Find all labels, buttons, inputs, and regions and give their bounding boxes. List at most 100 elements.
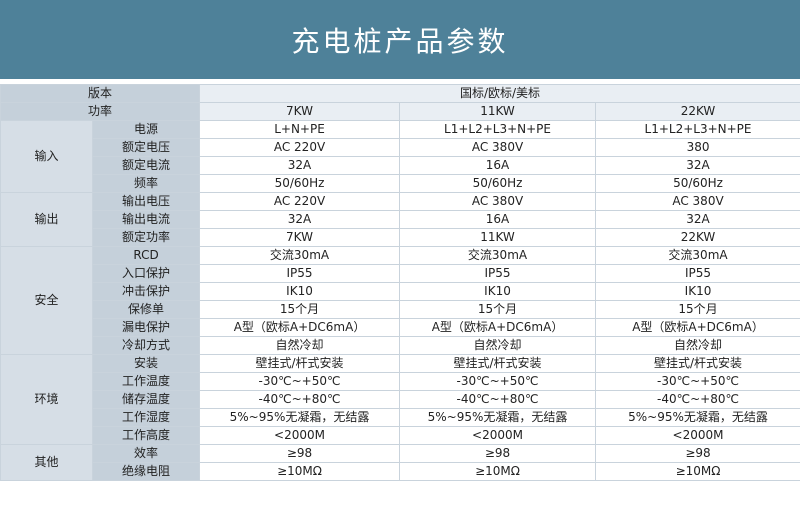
spec-row: 额定电流 32A 16A 32A (1, 156, 800, 175)
param-value: L1+L2+L3+N+PE (595, 120, 800, 139)
param-value: -30℃~+50℃ (399, 372, 597, 391)
spec-row: 其他 效率 ≥98 ≥98 ≥98 (0, 444, 800, 481)
param-value: ≥98 (399, 444, 597, 463)
param-label: 入口保护 (91, 264, 201, 283)
param-value: 50/60Hz (199, 174, 401, 193)
param-value: ≥98 (199, 444, 401, 463)
param-value: AC 220V (199, 138, 401, 157)
param-label: 保修单 (91, 300, 201, 319)
spec-row: 入口保护 IP55 IP55 IP55 (1, 264, 800, 283)
param-value: 5%~95%无凝霜，无结露 (399, 408, 597, 427)
param-value: -30℃~+50℃ (595, 372, 800, 391)
param-value: ≥10MΩ (199, 462, 401, 481)
param-label: 输出电压 (91, 192, 201, 211)
spec-row: 工作湿度 5%~95%无凝霜，无结露 5%~95%无凝霜，无结露 5%~95%无凝霜，… (1, 408, 800, 427)
param-value: L+N+PE (199, 120, 401, 139)
spec-row: 输出 输出电压 AC 220V AC 380V AC 380V (0, 192, 800, 247)
group-label: 环境 (0, 354, 93, 445)
power-value: 7KW (199, 102, 401, 121)
param-label: 工作湿度 (91, 408, 201, 427)
param-value: 7KW (199, 228, 401, 247)
param-value: A型（欧标A+DC6mA） (199, 318, 401, 337)
version-value: 国标/欧标/美标 (199, 84, 800, 103)
param-value: -30℃~+50℃ (199, 372, 401, 391)
spec-row: 额定电压 AC 220V AC 380V 380 (1, 138, 800, 157)
spec-row: 输入 电源 L+N+PE L1+L2+L3+N+PE L1+L2+L3+N+PE (0, 120, 800, 193)
param-value: 16A (399, 156, 597, 175)
spec-body: 输入 电源 L+N+PE L1+L2+L3+N+PE L1+L2+L3+N+PE 额定电压… (0, 120, 800, 481)
param-label: 工作高度 (91, 426, 201, 445)
param-value: 32A (199, 156, 401, 175)
param-value: <2000M (595, 426, 800, 445)
version-label: 版本 (0, 84, 201, 103)
banner-gap (0, 79, 800, 84)
param-value: 交流30mA (399, 246, 597, 265)
param-label: 工作温度 (91, 372, 201, 391)
param-label: 漏电保护 (91, 318, 201, 337)
param-value: ≥10MΩ (595, 462, 800, 481)
power-value: 11KW (399, 102, 597, 121)
group-label: 安全 (0, 246, 93, 355)
param-value: 交流30mA (199, 246, 401, 265)
param-value: AC 380V (399, 192, 597, 211)
spec-row: 安全 RCD 交流30mA 交流30mA 交流30mA (0, 246, 800, 355)
param-label: 冷却方式 (91, 336, 201, 355)
param-value: A型（欧标A+DC6mA） (595, 318, 800, 337)
param-value: 壁挂式/杆式安装 (399, 354, 597, 373)
param-value: IK10 (399, 282, 597, 301)
param-value: 15个月 (399, 300, 597, 319)
param-value: -40℃~+80℃ (199, 390, 401, 409)
param-value: 32A (595, 210, 800, 229)
spec-row: 环境 安装 壁挂式/杆式安装 壁挂式/杆式安装 壁挂式/杆式安装 (0, 354, 800, 445)
spec-row: 漏电保护 A型（欧标A+DC6mA） A型（欧标A+DC6mA） A型（欧标A+DC6… (1, 318, 800, 337)
spec-row: 保修单 15个月 15个月 15个月 (1, 300, 800, 319)
title-banner: 充电桩产品参数 (0, 0, 800, 79)
param-value: AC 380V (595, 192, 800, 211)
param-value: A型（欧标A+DC6mA） (399, 318, 597, 337)
param-value: -40℃~+80℃ (399, 390, 597, 409)
param-value: 15个月 (199, 300, 401, 319)
param-label: 频率 (91, 174, 201, 193)
param-label: 安装 (91, 354, 201, 373)
param-value: <2000M (199, 426, 401, 445)
param-value: 32A (595, 156, 800, 175)
param-value: 5%~95%无凝霜，无结露 (199, 408, 401, 427)
power-value: 22KW (595, 102, 800, 121)
param-label: 效率 (91, 444, 201, 463)
param-value: 交流30mA (595, 246, 800, 265)
param-value: AC 220V (199, 192, 401, 211)
power-label: 功率 (0, 102, 201, 121)
param-value: IK10 (199, 282, 401, 301)
spec-row: 冲击保护 IK10 IK10 IK10 (1, 282, 800, 301)
param-value: <2000M (399, 426, 597, 445)
param-value: 15个月 (595, 300, 800, 319)
spec-row: 绝缘电阻 ≥10MΩ ≥10MΩ ≥10MΩ (1, 462, 800, 481)
spec-row: 输出电流 32A 16A 32A (1, 210, 800, 229)
group-label: 输出 (0, 192, 93, 247)
param-label: RCD (91, 246, 201, 265)
spec-row: 冷却方式 自然冷却 自然冷却 自然冷却 (1, 336, 800, 355)
param-label: 电源 (91, 120, 201, 139)
param-label: 冲击保护 (91, 282, 201, 301)
param-value: 50/60Hz (399, 174, 597, 193)
group-label: 其他 (0, 444, 93, 481)
spec-row: 额定功率 7KW 11KW 22KW (1, 228, 800, 247)
param-value: 壁挂式/杆式安装 (595, 354, 800, 373)
spec-table: 版本 国标/欧标/美标 功率 7KW 11KW 22KW 输入 电源 L+N+PE L… (0, 84, 800, 481)
param-value: L1+L2+L3+N+PE (399, 120, 597, 139)
param-value: 自然冷却 (199, 336, 401, 355)
param-value: 5%~95%无凝霜，无结露 (595, 408, 800, 427)
param-value: IP55 (399, 264, 597, 283)
param-label: 输出电流 (91, 210, 201, 229)
spec-row: 频率 50/60Hz 50/60Hz 50/60Hz (1, 174, 800, 193)
param-value: 自然冷却 (595, 336, 800, 355)
param-label: 额定电压 (91, 138, 201, 157)
page-title: 充电桩产品参数 (291, 24, 509, 58)
spec-row: 储存温度 -40℃~+80℃ -40℃~+80℃ -40℃~+80℃ (1, 390, 800, 409)
param-value: 16A (399, 210, 597, 229)
param-value: IK10 (595, 282, 800, 301)
param-value: AC 380V (399, 138, 597, 157)
power-row: 功率 7KW 11KW 22KW (0, 102, 800, 121)
param-label: 储存温度 (91, 390, 201, 409)
param-value: 自然冷却 (399, 336, 597, 355)
